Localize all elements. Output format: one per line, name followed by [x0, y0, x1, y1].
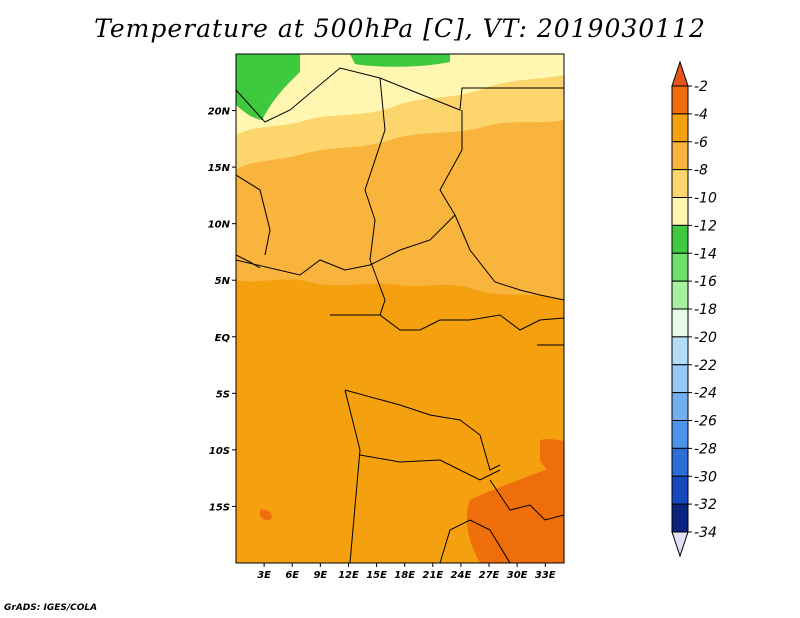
lon-tick-label: 18E [394, 570, 415, 581]
colorbar-label: -26 [694, 414, 717, 430]
colorbar-label: -18 [694, 302, 717, 318]
colorbar-box [671, 336, 689, 366]
lat-tick-label: 15N [208, 163, 231, 174]
colorbar-label: -4 [694, 107, 708, 123]
colorbar-label: -30 [694, 469, 717, 485]
colorbar-label: -34 [694, 525, 717, 541]
lon-tick-label: 21E [422, 570, 443, 581]
field-band-14-12-north [350, 54, 450, 67]
colorbar-label: -32 [694, 497, 717, 513]
colorbar-bottom-triangle [671, 531, 689, 558]
grads-credit: GrADS: IGES/COLA [4, 603, 98, 613]
colorbar-label: -22 [694, 358, 717, 374]
lon-tick-label: 30E [507, 570, 528, 581]
colorbar-label: -10 [694, 191, 717, 207]
colorbar-box [671, 113, 689, 143]
colorbar-label: -2 [694, 79, 708, 95]
lon-tick-label: 15E [366, 570, 387, 581]
lat-tick-label: 10N [208, 220, 231, 231]
field-band-14-12-west [236, 54, 300, 120]
colorbar-label: -16 [694, 274, 717, 290]
colorbar-box [671, 169, 689, 198]
country-borders [236, 67, 564, 563]
lon-tick-label: 3E [257, 570, 271, 581]
lat-tick-label: 5S [216, 389, 230, 400]
lat-tick-label: 15S [209, 502, 230, 513]
field-patch-west [260, 509, 272, 521]
lon-tick-label: 24E [451, 570, 472, 581]
colorbar-box [671, 224, 689, 254]
colorbar-label: -28 [694, 441, 717, 457]
colorbar-box [671, 252, 689, 282]
colorbar-label: -14 [694, 246, 717, 262]
field-band-4-2-east [540, 439, 564, 480]
latitude-axis: 20N 15N 10N 5N EQ 5S 10S 15S [208, 107, 236, 513]
colorbar: -2 -4 -6 -8 -10 -12 -14 -16 -18 -20 -22 -24 -26 -28 -3… [671, 60, 717, 558]
lon-tick-label: 33E [535, 570, 556, 581]
field-band-12-10 [236, 54, 564, 135]
colorbar-box [671, 503, 689, 533]
colorbar-top-triangle [671, 60, 689, 87]
colorbar-label: -8 [694, 163, 708, 179]
colorbar-box [671, 364, 689, 394]
lat-tick-label: 5N [215, 276, 231, 287]
colorbar-box [671, 85, 689, 115]
colorbar-box [671, 447, 689, 477]
longitude-axis: 3E 6E 9E 12E 15E 18E 21E 24E 27E 30E 33E [257, 563, 556, 581]
colorbar-label: -6 [694, 135, 708, 151]
lon-tick-label: 6E [285, 570, 299, 581]
colorbar-box [671, 420, 689, 449]
plot-title: Temperature at 500hPa [C], VT: 201903011… [94, 14, 706, 43]
colorbar-box [671, 308, 689, 338]
colorbar-box [671, 280, 689, 310]
lon-tick-label: 9E [313, 570, 327, 581]
colorbar-box [671, 392, 689, 421]
temperature-field [236, 54, 564, 563]
colorbar-box [671, 475, 689, 505]
map-frame [235, 53, 565, 564]
lat-tick-label: EQ [215, 333, 231, 344]
lat-tick-label: 10S [209, 446, 230, 457]
colorbar-box [671, 141, 689, 171]
lon-tick-label: 12E [338, 570, 359, 581]
lat-tick-label: 20N [208, 107, 231, 118]
colorbar-label: -20 [694, 330, 717, 346]
colorbar-box [671, 197, 689, 226]
field-band-4-2-south [466, 462, 564, 563]
colorbar-label: -12 [694, 218, 717, 234]
colorbar-label: -24 [694, 386, 717, 402]
lon-tick-label: 27E [479, 570, 500, 581]
